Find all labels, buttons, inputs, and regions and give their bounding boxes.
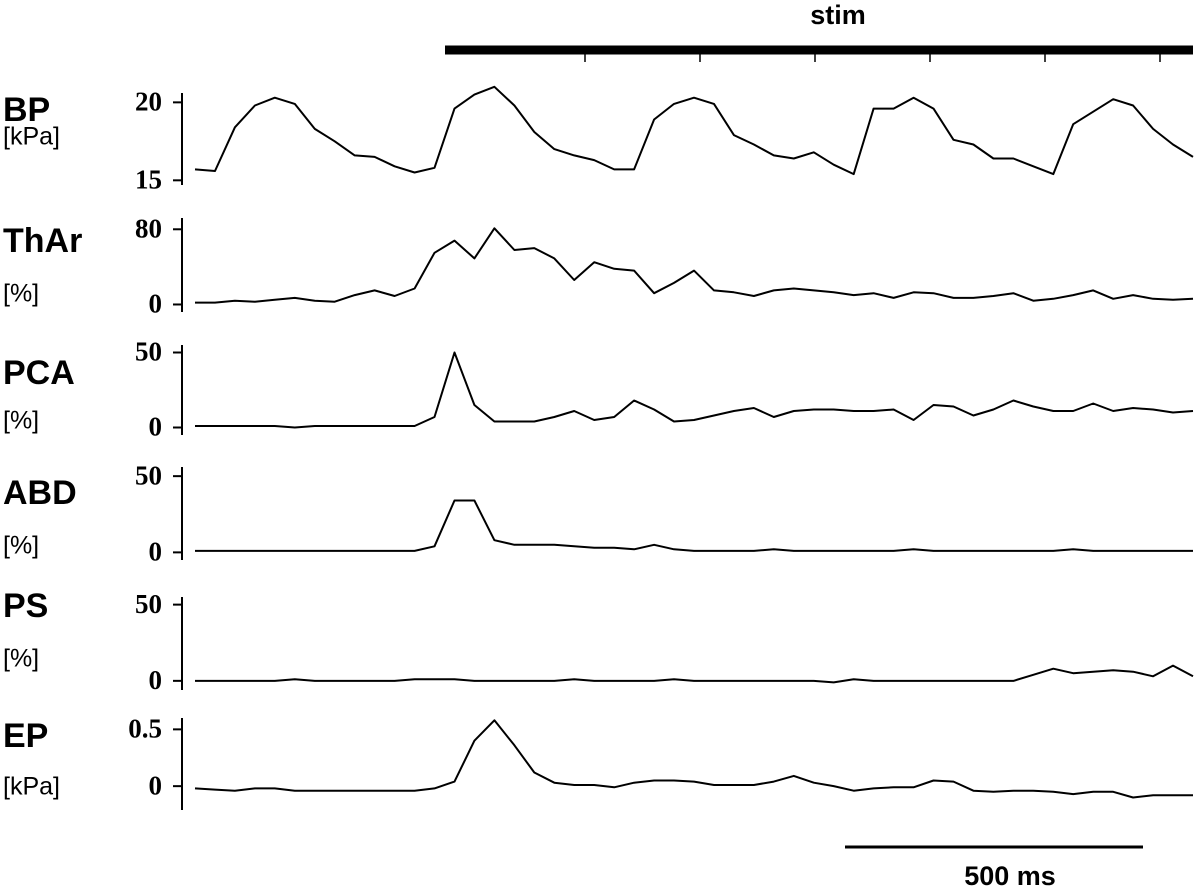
panel-title: ThAr xyxy=(3,222,82,260)
panel-unit: [%] xyxy=(3,407,39,435)
y-tick-label: 0 xyxy=(149,289,163,319)
panel-unit: [kPa] xyxy=(3,773,60,801)
panel-unit: [%] xyxy=(3,532,39,560)
panel-title: EP xyxy=(3,717,48,755)
y-tick-label: 50 xyxy=(135,589,162,619)
y-tick-label: 0 xyxy=(149,665,163,695)
trace xyxy=(194,719,1193,799)
panel-unit: [kPa] xyxy=(3,123,60,151)
y-tick-label: 20 xyxy=(135,87,162,117)
trace xyxy=(195,351,1194,429)
y-tick-label: 0 xyxy=(149,770,163,800)
panel-title: BP xyxy=(3,91,50,129)
y-tick-label: 0 xyxy=(149,412,163,442)
y-tick-label: 0.5 xyxy=(128,714,162,744)
panel-title: ABD xyxy=(3,474,77,512)
stim-label: stim xyxy=(810,0,866,30)
panel-unit: [%] xyxy=(3,645,39,673)
y-tick-label: 50 xyxy=(135,337,162,367)
stim-ticks xyxy=(584,54,1161,62)
trace xyxy=(195,664,1194,684)
trace xyxy=(194,85,1194,176)
trace xyxy=(195,227,1194,304)
panel-title: PCA xyxy=(3,354,75,392)
y-tick-label: 50 xyxy=(135,460,162,490)
y-tick-label: 0 xyxy=(149,537,163,567)
y-tick-label: 15 xyxy=(135,165,162,195)
y-tick-label: 80 xyxy=(135,213,162,243)
trace xyxy=(195,499,1193,552)
panel-title: PS xyxy=(3,587,48,625)
scale-bar-label: 500 ms xyxy=(964,861,1056,891)
panel-unit: [%] xyxy=(3,280,39,308)
